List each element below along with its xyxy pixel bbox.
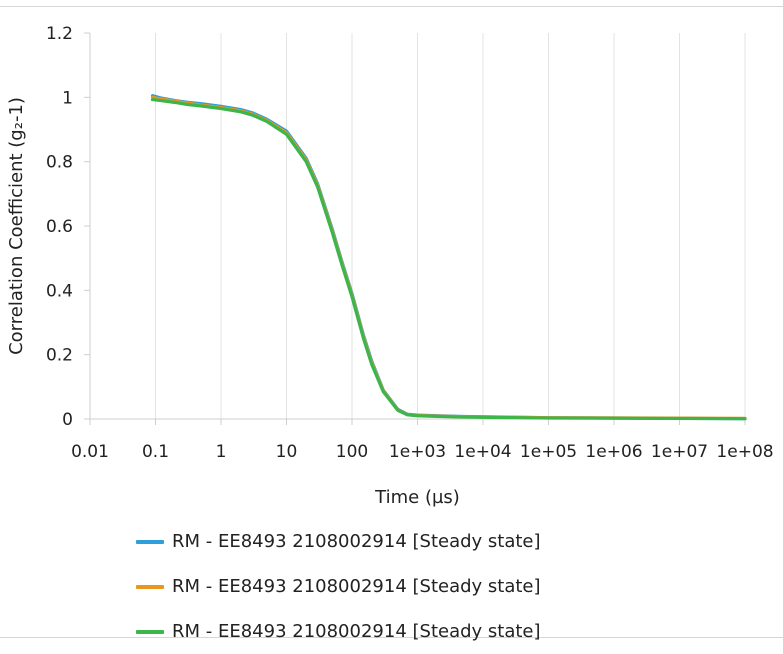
legend-label: RM - EE8493 2108002914 [Steady state] (172, 576, 541, 597)
x-tick-label: 1e+06 (585, 442, 642, 462)
y-axis-title: Correlation Coefficient (g₂-1) (6, 97, 27, 355)
legend-label: RM - EE8493 2108002914 [Steady state] (172, 531, 541, 552)
x-tick-label: 0.01 (71, 442, 109, 462)
y-tick-label: 0.2 (46, 346, 73, 366)
x-tick-label: 100 (336, 442, 368, 462)
legend-swatch (136, 629, 164, 634)
correlation-chart: 0.01 0.1 1 10 100 1e+03 1e+04 1e+05 1e+06 1e+07 1e… (6, 24, 774, 508)
y-tick-label: 1.2 (46, 24, 73, 44)
legend-swatch (136, 539, 164, 544)
series-lines (150, 94, 747, 421)
series-line (150, 97, 747, 421)
legend-item[interactable]: RM - EE8493 2108002914 [Steady state] (136, 609, 541, 654)
y-tick-label: 1 (62, 88, 73, 108)
series-line (150, 95, 747, 420)
x-tick-label: 1 (216, 442, 227, 462)
y-tick-label: 0.4 (46, 281, 73, 301)
x-tick-label: 1e+07 (651, 442, 708, 462)
y-tick-label: 0 (62, 410, 73, 430)
legend-item[interactable]: RM - EE8493 2108002914 [Steady state] (136, 564, 541, 609)
y-tick-label: 0.6 (46, 217, 73, 237)
x-tick-label: 0.1 (142, 442, 169, 462)
chart-frame (0, 6, 783, 638)
x-tick-label: 1e+08 (716, 442, 773, 462)
tick-labels: 0.01 0.1 1 10 100 1e+03 1e+04 1e+05 1e+06 1e+07 1e… (46, 24, 774, 462)
legend-item[interactable]: RM - EE8493 2108002914 [Steady state] (136, 519, 541, 564)
x-tick-label: 1e+05 (520, 442, 577, 462)
x-tick-label: 10 (276, 442, 298, 462)
series-line (150, 94, 747, 421)
y-tick-label: 0.8 (46, 153, 73, 173)
gridlines (89, 33, 746, 419)
x-axis-title: Time (µs) (374, 487, 460, 508)
legend-label: RM - EE8493 2108002914 [Steady state] (172, 621, 541, 642)
legend-swatch (136, 584, 164, 589)
x-tick-label: 1e+03 (389, 442, 446, 462)
legend: RM - EE8493 2108002914 [Steady state] RM… (136, 519, 541, 654)
x-tick-label: 1e+04 (454, 442, 511, 462)
axes (84, 32, 746, 425)
